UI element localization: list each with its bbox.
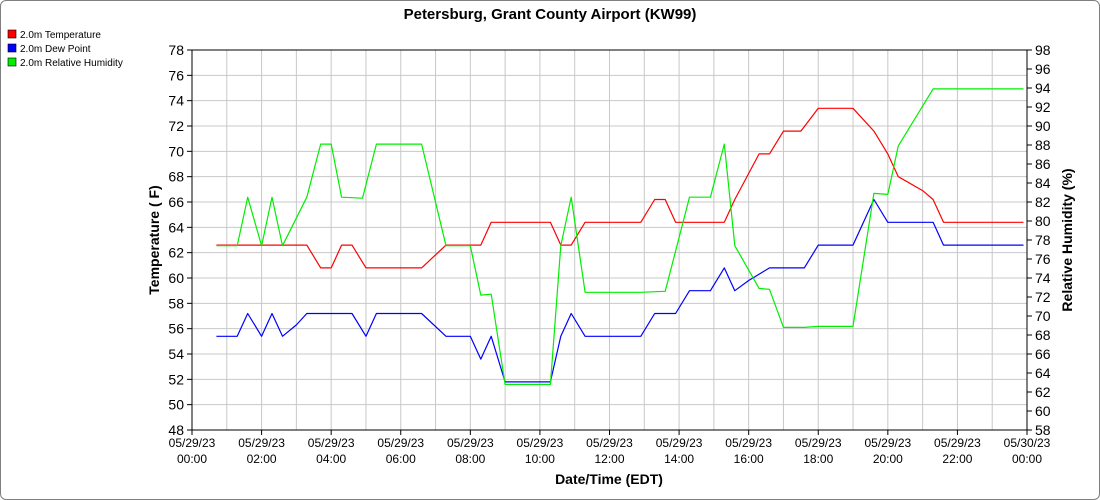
left-tick-label: 54 — [168, 346, 184, 362]
right-tick-label: 72 — [1035, 289, 1051, 305]
legend-swatch-2-0m-temperature — [7, 29, 17, 39]
left-tick-label: 72 — [168, 118, 184, 134]
x-tick-time: 22:00 — [942, 452, 972, 466]
x-tick-time: 10:00 — [525, 452, 555, 466]
right-tick-label: 88 — [1035, 137, 1051, 153]
right-tick-label: 74 — [1035, 270, 1051, 286]
right-tick-label: 98 — [1035, 42, 1051, 58]
left-axis-ticks: 48 50 52 54 56 58 60 62 64 66 68 70 72 74 76 78 — [168, 42, 192, 438]
left-tick-label: 48 — [168, 422, 184, 438]
x-tick-time: 14:00 — [664, 452, 694, 466]
left-tick-label: 74 — [168, 93, 184, 109]
y-axis-right-title: Relative Humidity (%) — [1059, 168, 1075, 311]
legend-swatch-2-0m-relative-humidity — [7, 57, 17, 67]
x-tick-date: 05/29/23 — [447, 436, 494, 450]
right-tick-label: 70 — [1035, 308, 1051, 324]
x-tick-date: 05/29/23 — [586, 436, 633, 450]
x-tick-time: 12:00 — [594, 452, 624, 466]
left-tick-label: 56 — [168, 321, 184, 337]
left-tick-label: 76 — [168, 67, 184, 83]
x-tick-date: 05/29/23 — [864, 436, 911, 450]
right-tick-label: 78 — [1035, 232, 1051, 248]
x-tick-time: 18:00 — [803, 452, 833, 466]
left-tick-label: 60 — [168, 270, 184, 286]
x-tick-time: 04:00 — [316, 452, 346, 466]
x-tick-date: 05/29/23 — [656, 436, 703, 450]
right-tick-label: 68 — [1035, 327, 1051, 343]
legend-swatch-2-0m-dew-point — [7, 43, 17, 53]
series-line-2-0m-relative-humidity — [216, 88, 1024, 385]
right-tick-label: 60 — [1035, 403, 1051, 419]
x-tick-date: 05/29/23 — [795, 436, 842, 450]
x-tick-date: 05/29/23 — [934, 436, 981, 450]
x-tick-date: 05/29/23 — [517, 436, 564, 450]
chart-title: Petersburg, Grant County Airport (KW99) — [404, 6, 697, 23]
x-tick-time: 06:00 — [386, 452, 416, 466]
right-tick-label: 80 — [1035, 213, 1051, 229]
x-tick-date: 05/29/23 — [308, 436, 355, 450]
x-tick-date: 05/29/23 — [169, 436, 216, 450]
right-tick-label: 64 — [1035, 365, 1051, 381]
right-tick-label: 76 — [1035, 251, 1051, 267]
x-tick-date: 05/29/23 — [238, 436, 285, 450]
y-axis-left-title: Temperature ( F) — [146, 185, 162, 294]
x-tick-time: 16:00 — [734, 452, 764, 466]
series-layer — [216, 88, 1024, 385]
right-tick-label: 82 — [1035, 194, 1051, 210]
right-tick-label: 90 — [1035, 118, 1051, 134]
series-line-2-0m-dew-point — [216, 198, 1024, 383]
right-axis-ticks: 58 60 62 64 66 68 70 72 74 76 78 80 82 84 86 88 90 92 94 96… — [1027, 42, 1051, 438]
left-tick-label: 52 — [168, 371, 184, 387]
legend-label-2-0m-dew-point: 2.0m Dew Point — [20, 44, 91, 55]
legend-label-2-0m-relative-humidity: 2.0m Relative Humidity — [20, 58, 123, 69]
x-tick-date: 05/29/23 — [725, 436, 772, 450]
series-line-2-0m-temperature — [216, 107, 1024, 269]
right-tick-label: 84 — [1035, 175, 1051, 191]
x-axis-ticks: 05/29/23 00:00 05/29/23 02:00 05/29/23 04:00 0… — [169, 430, 1051, 466]
right-tick-label: 94 — [1035, 80, 1051, 96]
left-tick-label: 68 — [168, 169, 184, 185]
left-tick-label: 70 — [168, 143, 184, 159]
x-tick-time: 20:00 — [873, 452, 903, 466]
left-tick-label: 58 — [168, 295, 184, 311]
right-tick-label: 86 — [1035, 156, 1051, 172]
x-axis-title: Date/Time (EDT) — [555, 471, 663, 487]
right-tick-label: 66 — [1035, 346, 1051, 362]
x-tick-time: 02:00 — [247, 452, 277, 466]
legend-label-2-0m-temperature: 2.0m Temperature — [20, 30, 101, 41]
x-tick-time: 00:00 — [1012, 452, 1042, 466]
x-tick-date: 05/30/23 — [1004, 436, 1051, 450]
right-tick-label: 96 — [1035, 61, 1051, 77]
legend: 2.0m Temperature 2.0m Dew Point 2.0m Relat… — [7, 29, 123, 69]
right-tick-label: 58 — [1035, 422, 1051, 438]
left-tick-label: 50 — [168, 397, 184, 413]
right-tick-label: 92 — [1035, 99, 1051, 115]
grid — [191, 49, 1028, 431]
x-tick-date: 05/29/23 — [377, 436, 424, 450]
right-tick-label: 62 — [1035, 384, 1051, 400]
left-tick-label: 64 — [168, 219, 184, 235]
x-tick-time: 00:00 — [177, 452, 207, 466]
x-tick-time: 08:00 — [455, 452, 485, 466]
left-tick-label: 62 — [168, 245, 184, 261]
left-tick-label: 78 — [168, 42, 184, 58]
left-tick-label: 66 — [168, 194, 184, 210]
